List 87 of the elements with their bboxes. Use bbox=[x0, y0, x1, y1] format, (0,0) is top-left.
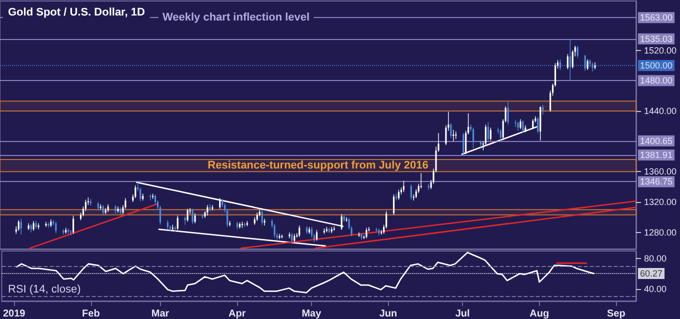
candlestick bbox=[566, 54, 568, 70]
candlestick bbox=[166, 220, 168, 230]
candlestick bbox=[298, 225, 300, 238]
x-tick-label: Feb bbox=[82, 308, 100, 319]
candlestick bbox=[592, 62, 594, 72]
candlestick bbox=[261, 210, 263, 226]
candlestick bbox=[45, 221, 47, 228]
candlestick bbox=[209, 204, 211, 212]
candlestick bbox=[517, 121, 519, 132]
text: Gold Spot / U.S. Dollar, 1D bbox=[8, 6, 145, 18]
candlestick bbox=[514, 120, 516, 128]
candlestick bbox=[291, 232, 293, 244]
candlestick bbox=[410, 184, 412, 200]
candlestick bbox=[572, 50, 574, 69]
ref-line-label: 60.27 bbox=[640, 268, 663, 279]
x-tick-label: Jul bbox=[455, 308, 470, 319]
y-tick-label: 1440.00 bbox=[644, 106, 677, 116]
candlestick bbox=[278, 233, 280, 240]
candlestick bbox=[134, 184, 136, 199]
candlestick bbox=[358, 232, 360, 238]
ref-line-label: 1535.03 bbox=[640, 34, 673, 44]
candlestick bbox=[346, 216, 348, 222]
candlestick bbox=[20, 218, 22, 235]
candlestick bbox=[310, 226, 313, 238]
y-tick-label: 1280.00 bbox=[644, 227, 677, 238]
candlestick bbox=[38, 222, 40, 230]
y-tick-label: 1320.00 bbox=[644, 196, 677, 207]
candlestick bbox=[194, 213, 196, 224]
candlestick bbox=[288, 232, 290, 239]
candlestick bbox=[507, 102, 509, 125]
candlestick bbox=[48, 222, 50, 228]
candlestick bbox=[366, 227, 368, 239]
candlestick bbox=[428, 183, 430, 190]
candlestick bbox=[520, 118, 522, 130]
candlestick bbox=[569, 38, 571, 81]
candlestick bbox=[487, 122, 489, 142]
candlestick bbox=[402, 180, 405, 192]
candlestick bbox=[584, 54, 586, 72]
candlestick bbox=[586, 59, 588, 70]
y-tick-label: 1360.00 bbox=[644, 166, 677, 177]
y-tick-label: 1520.00 bbox=[644, 45, 677, 56]
candlestick bbox=[219, 198, 221, 210]
candlestick bbox=[117, 206, 119, 213]
x-tick-label: Jun bbox=[379, 308, 398, 319]
ref-line-label: 1346.75 bbox=[640, 176, 673, 187]
candlestick bbox=[462, 132, 464, 156]
candlestick bbox=[102, 204, 104, 216]
text: RSI (14, close) bbox=[8, 284, 81, 296]
candlestick bbox=[450, 122, 452, 139]
candlestick bbox=[392, 194, 395, 216]
ref-line-label: 1480.00 bbox=[640, 76, 673, 86]
ref-line-label: 1381.91 bbox=[640, 150, 673, 160]
candlestick bbox=[472, 127, 474, 148]
x-tick-label: 2019 bbox=[3, 308, 26, 319]
candlestick bbox=[398, 189, 400, 200]
x-tick-label: Aug bbox=[530, 308, 550, 319]
candlestick bbox=[281, 234, 283, 239]
candlestick bbox=[522, 120, 524, 134]
x-tick-label: Sep bbox=[607, 308, 626, 319]
candlestick bbox=[542, 104, 544, 116]
candlestick bbox=[55, 221, 57, 234]
annotation: Weekly chart inflection level bbox=[162, 12, 310, 24]
candlestick bbox=[490, 127, 492, 141]
candlestick bbox=[202, 214, 204, 220]
x-tick-label: May bbox=[302, 308, 322, 319]
candlestick bbox=[594, 62, 596, 70]
candlestick bbox=[212, 204, 214, 211]
candlestick bbox=[264, 218, 266, 226]
band-label: Resistance-turned-support from July 2016 bbox=[208, 160, 428, 172]
candlestick bbox=[192, 208, 194, 224]
candlestick bbox=[500, 128, 502, 142]
candlestick bbox=[537, 116, 539, 134]
x-tick-label: Mar bbox=[151, 308, 170, 319]
candlestick bbox=[32, 220, 34, 232]
y-tick-label: 80.00 bbox=[644, 254, 667, 264]
candlestick bbox=[576, 45, 578, 58]
candlestick bbox=[420, 172, 422, 189]
ref-line-label: 1500.00 bbox=[640, 60, 673, 70]
candlestick bbox=[186, 208, 188, 222]
candlestick bbox=[452, 130, 454, 142]
candlestick bbox=[18, 220, 20, 232]
ref-line-label: 1400.65 bbox=[640, 136, 673, 146]
ref-line-label: 1563.00 bbox=[640, 12, 673, 23]
x-tick-label: Apr bbox=[228, 308, 246, 319]
y-tick-label: 40.00 bbox=[644, 284, 667, 294]
candlestick bbox=[72, 215, 74, 234]
candlestick bbox=[274, 224, 276, 238]
